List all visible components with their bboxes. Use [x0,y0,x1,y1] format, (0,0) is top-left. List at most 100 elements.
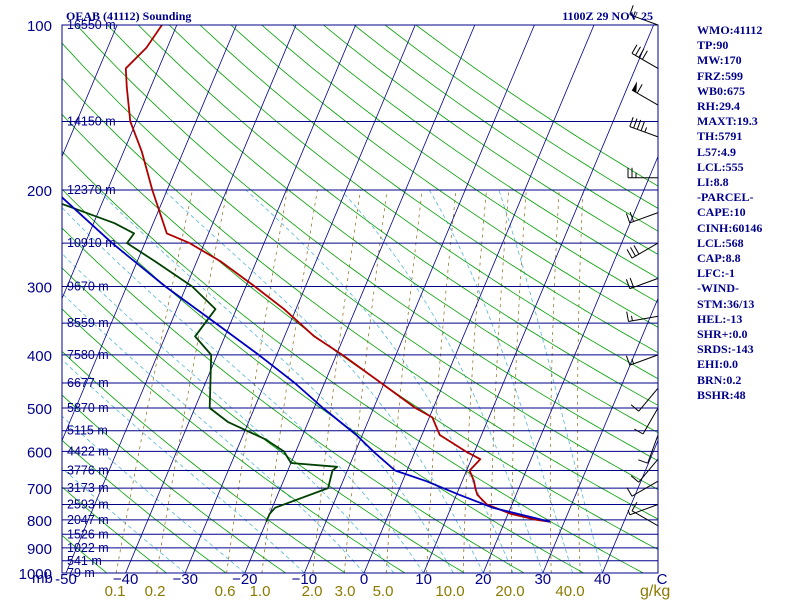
temperature-tick-label: 0 [360,571,368,588]
stat-line: L57:4.9 [697,144,736,159]
stat-line: BSHR:48 [697,387,746,402]
height-label: 2593 m [67,498,109,512]
pressure-label: 1000 [19,566,52,583]
height-label: 10910 m [67,236,116,250]
wind-barb-full [626,487,633,497]
mixing-ratio-label: 1.0 [250,583,271,600]
height-label: 541 m [67,554,102,568]
stat-line: HEL:-13 [697,311,743,326]
height-label: 7580 m [67,348,109,362]
temperature-tick-label: 20 [475,571,492,588]
wind-barb-shaft [629,14,659,26]
isotherms [62,25,658,573]
wind-barb-flag [632,81,637,93]
isotherm-line [125,25,356,573]
wind-barb-full [631,501,638,512]
wind-barb-full [630,475,640,483]
height-label: 8559 m [67,316,109,330]
moist-adiabat-line [62,292,365,573]
mixing-ratio-label: 0.6 [215,583,236,600]
wind-barb-shaft [631,52,659,69]
stat-line: SHR+:0.0 [697,327,748,342]
wind-barb [631,501,659,527]
height-label: 2047 m [67,513,109,527]
height-label: 5115 m [67,424,108,438]
stat-line: CAPE:10 [697,205,746,220]
stat-line: CINH:60146 [697,220,763,235]
temperature-tick-label: −40 [113,571,138,588]
stat-line: WMO:41112 [697,23,763,37]
isotherm-line [423,25,654,573]
pressure-label: 600 [27,444,52,461]
wind-barb [631,81,659,106]
wind-barb-full [636,84,643,94]
wind-barb-full [625,279,631,289]
dewpoint-profile [62,202,338,523]
wind-barb-shaft [631,89,659,106]
height-labels: 16550 m 14150 m 12370 m 10910 m 9670 m 8559 m… [67,18,116,580]
stat-line: RH:29.4 [697,99,740,114]
wind-barb-shaft [629,504,659,516]
wind-barb-full [638,459,648,464]
wind-barb-shaft [647,434,659,464]
stat-line: TP:90 [697,38,729,53]
pressure-label: 300 [27,280,52,297]
wind-barb-full [633,245,640,255]
wind-barb-full [626,311,629,322]
wind-barb-full [638,48,645,58]
wind-barb-full [631,44,638,54]
pressure-label: 400 [27,348,52,365]
isotherm-line [62,25,237,442]
temperature-tick-label: C [657,571,668,588]
wind-barb [626,480,659,497]
profile-series [62,25,551,523]
stat-line: SRDS:-143 [697,342,754,357]
wind-barb-half [644,127,648,133]
wind-barb-shaft [629,277,659,290]
pressure-label: 100 [27,18,52,35]
parcel-profile [62,196,551,523]
stat-line: LCL:568 [697,235,744,250]
mixing-ratio-line [115,189,193,573]
height-label: 5870 m [67,401,109,415]
isotherm-line [363,25,595,573]
mixing-ratio-labels: 0.1 0.2 0.6 1.0 2.0 3.0 5.0 10.0 20.0 40.0 [105,583,585,600]
wind-barb [626,311,659,322]
wind-barb-full [629,211,635,222]
isotherm-line [62,25,178,300]
temperature-tick-label: 30 [534,571,551,588]
wind-barb-half [633,11,636,17]
temperature-tick-label: 10 [415,571,432,588]
moist-adiabat-line [62,253,395,573]
wind-barb-shaft [628,315,659,322]
stat-line: MAXT:19.3 [697,114,758,129]
wind-barb-full [625,213,631,224]
wind-barb-shaft [631,242,659,259]
temperature-tick-label: −30 [172,571,197,588]
temperature-tick-label: −10 [292,571,317,588]
height-label: 79 m [67,566,95,580]
pressure-label: 800 [27,513,52,530]
wind-barb [630,387,659,412]
wind-barb-full [640,121,645,131]
temperature-tick-label: -50 [55,571,77,588]
stat-line: -PARCEL- [697,190,754,205]
temperature-tick-label: −20 [232,571,257,588]
wind-barb-full [636,119,642,130]
temperature-tick-labels: -50 −40 −30 −20 −10 0 10 20 30 40 C [55,571,667,588]
wind-barb-half [631,358,635,364]
stat-line: WB0:675 [697,83,745,98]
wind-barb [634,407,659,435]
wind-barb-shaft [629,126,659,138]
pressure-label: 500 [27,401,52,418]
moist-adiabat-line [498,189,603,573]
mixing-ratio-label: 20.0 [495,583,524,600]
wind-barbs [625,5,659,527]
wind-barb-shaft [638,387,659,412]
wind-barb-shaft [631,510,659,527]
chart-title: OEAB (41112) Sounding [66,9,191,23]
pressure-unit-label: mb [32,570,53,587]
height-label: 3776 m [67,464,109,478]
mixing-ratio-label: 10.0 [435,583,464,600]
height-label: 12370 m [67,183,116,197]
